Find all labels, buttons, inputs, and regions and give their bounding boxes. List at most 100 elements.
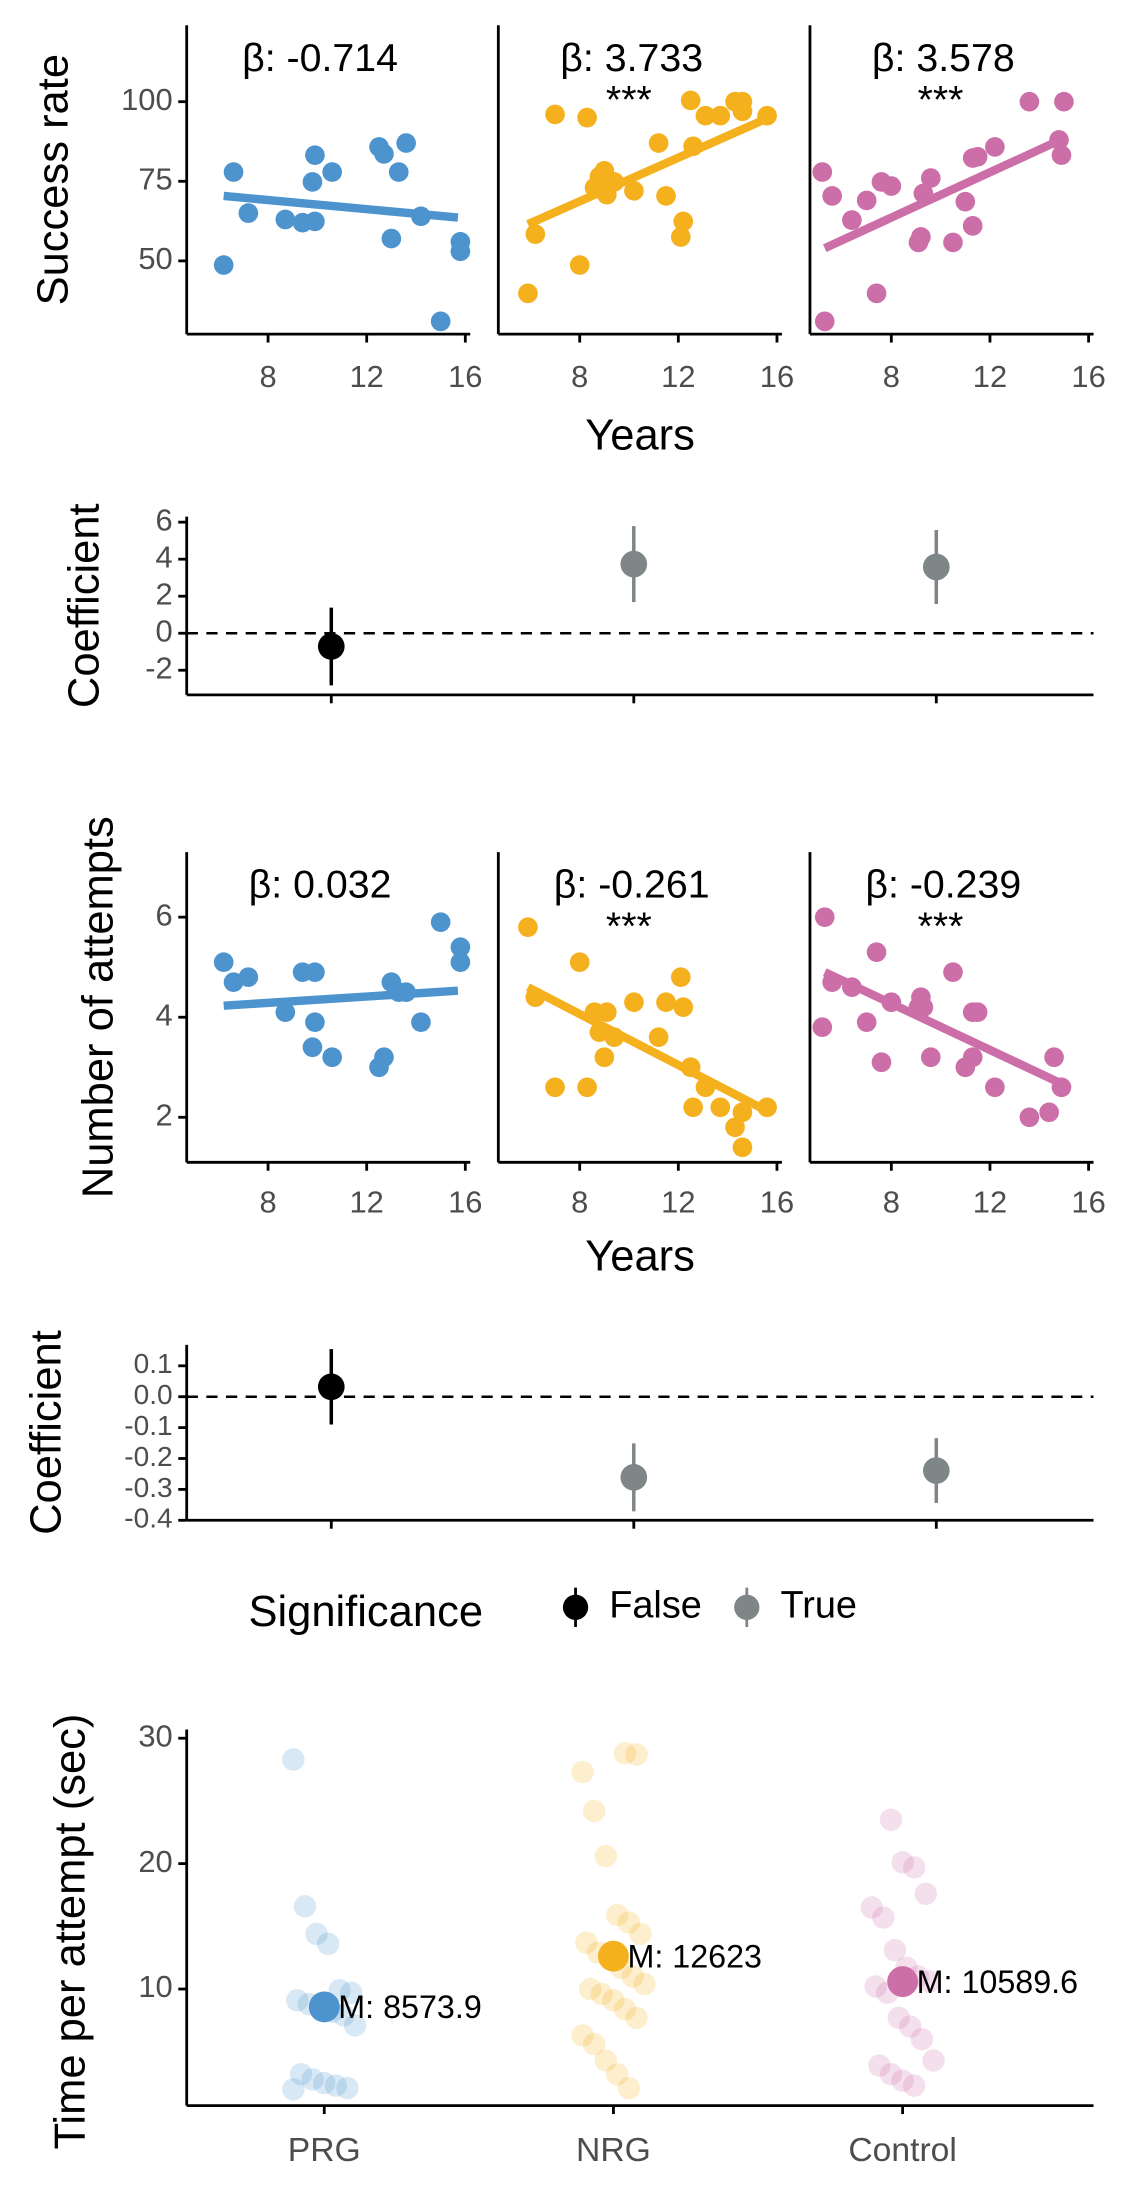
y-tick-label: 75	[138, 161, 172, 196]
point	[617, 2076, 641, 2100]
mean-point	[887, 1966, 919, 1998]
x-tick-label: NRG	[576, 2132, 651, 2169]
y-tick-label: 0.1	[134, 1348, 173, 1379]
y-tick-label: -2	[145, 650, 172, 685]
y-tick-label: -0.3	[124, 1472, 172, 1503]
y-axis-title: Coefficient	[61, 503, 109, 708]
point	[625, 1743, 648, 1766]
point	[213, 952, 234, 973]
point	[575, 1931, 598, 1954]
point	[582, 2032, 606, 2056]
y-tick-label: 100	[121, 82, 173, 117]
y-tick-label: -0.1	[124, 1410, 172, 1441]
point	[624, 992, 644, 1013]
fit-line	[223, 986, 459, 1010]
y-tick-label: 4	[155, 539, 172, 574]
point	[985, 1077, 1005, 1098]
point	[305, 1012, 325, 1033]
significance-stars: ***	[606, 905, 652, 949]
point	[914, 1882, 938, 1905]
x-tick-label: 16	[448, 1185, 482, 1220]
x-tick-label: 8	[883, 1185, 900, 1220]
coefficient-point	[922, 553, 950, 581]
legend-key	[734, 1594, 760, 1620]
point	[920, 168, 941, 188]
point	[680, 90, 701, 111]
point	[683, 1097, 703, 1118]
point	[670, 967, 691, 988]
point	[871, 1052, 892, 1073]
point	[396, 133, 416, 153]
legend-label: True	[780, 1584, 857, 1626]
x-tick-label: 16	[760, 1185, 794, 1220]
x-tick-label: 12	[973, 1185, 1007, 1220]
point	[340, 1981, 363, 2005]
significance-stars: ***	[918, 78, 964, 122]
point	[633, 1972, 656, 1996]
point	[430, 311, 451, 332]
point	[450, 937, 471, 957]
point	[621, 1965, 644, 1988]
point	[902, 2074, 926, 2097]
point	[301, 2068, 324, 2091]
point	[943, 232, 963, 253]
point	[322, 162, 343, 182]
coefficient-point	[620, 550, 648, 578]
x-tick-label: Control	[848, 2132, 957, 2169]
x-tick-label: 12	[350, 359, 384, 394]
x-tick-label: 8	[571, 359, 588, 394]
point	[388, 162, 409, 182]
point	[1019, 1107, 1040, 1128]
point	[864, 1975, 887, 1998]
point	[822, 186, 842, 206]
point	[1044, 1047, 1064, 1068]
point	[569, 255, 590, 275]
beta-annotation: β: -0.239	[865, 863, 1021, 907]
point	[302, 172, 323, 192]
point	[606, 1903, 629, 1927]
significance-stars: ***	[606, 78, 652, 122]
point	[282, 1748, 305, 1771]
y-axis-title: Success rate	[30, 54, 78, 305]
point	[856, 190, 877, 211]
point	[450, 241, 471, 262]
point	[732, 1102, 753, 1123]
x-tick-label: 16	[760, 359, 794, 394]
point	[223, 972, 244, 993]
y-tick-label: 20	[138, 1844, 172, 1879]
point	[911, 227, 931, 247]
point	[374, 144, 394, 164]
point	[430, 912, 451, 932]
beta-annotation: β: -0.714	[242, 36, 398, 80]
point	[594, 1047, 615, 1068]
point	[305, 962, 325, 983]
point	[579, 1977, 602, 2001]
point	[962, 216, 983, 236]
point	[725, 1117, 745, 1138]
x-tick-label: 16	[1071, 359, 1105, 394]
point	[381, 228, 402, 249]
point	[324, 2074, 348, 2097]
point	[814, 907, 835, 927]
fit-line	[823, 134, 1066, 252]
y-tick-label: -0.4	[124, 1503, 172, 1534]
point	[602, 1989, 625, 2012]
point	[710, 1097, 731, 1118]
point	[887, 2006, 910, 2030]
point	[842, 210, 862, 230]
point	[860, 1896, 883, 1919]
point	[322, 1047, 343, 1068]
point	[582, 1799, 606, 1823]
x-tick-label: 16	[448, 359, 482, 394]
point	[613, 1997, 637, 2021]
point	[866, 283, 887, 304]
y-axis-title: Coefficient	[23, 1330, 71, 1535]
point	[879, 2063, 903, 2086]
y-tick-label: -0.2	[124, 1441, 172, 1472]
point	[594, 2049, 617, 2072]
point	[313, 2071, 336, 2095]
y-tick-label: 6	[155, 502, 172, 537]
point	[856, 1012, 877, 1033]
point	[902, 1856, 926, 1879]
